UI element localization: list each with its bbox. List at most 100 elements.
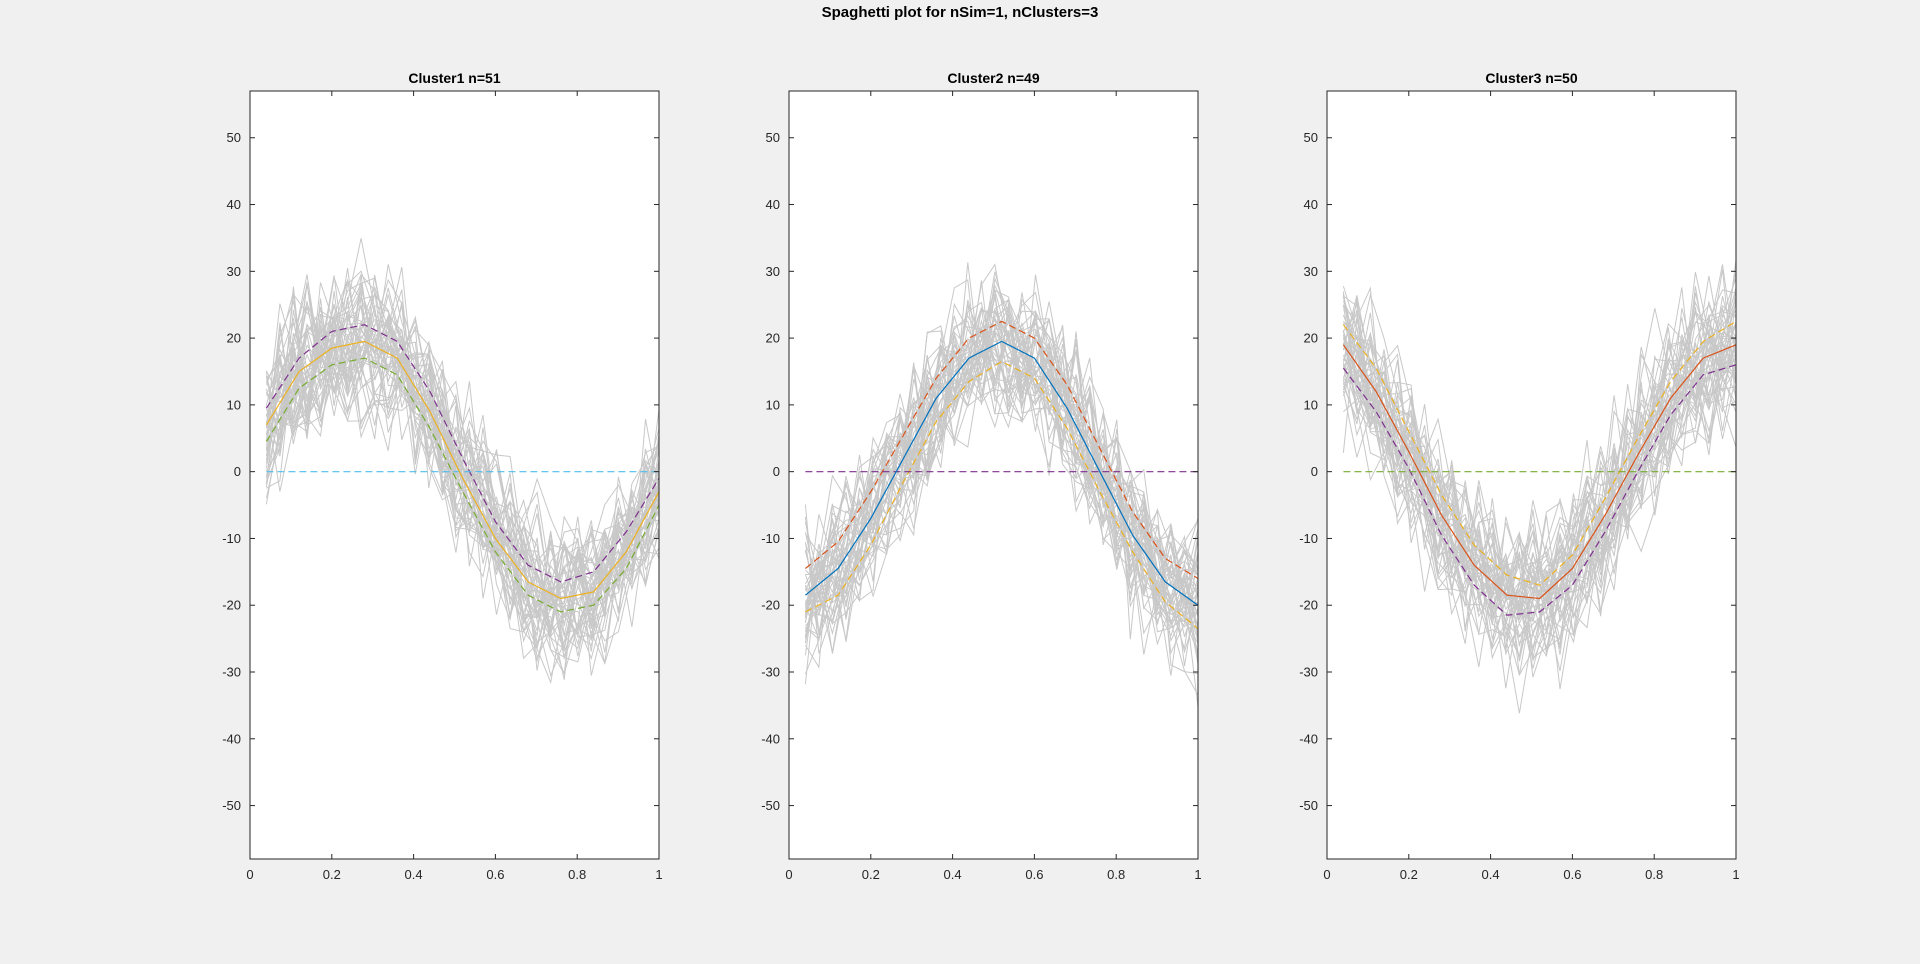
panel-2: -50 -40 -30 -20 -10 0 10 20 30 40 50 0 0.2 0.4 0.6 0.8 1…: [761, 70, 1201, 882]
x-tick-label: 0.6: [1563, 867, 1581, 882]
band-line: [805, 360, 1198, 630]
x-tick-label: 0.8: [1645, 867, 1663, 882]
trajectory-line: [265, 309, 659, 676]
y-tick-label: -50: [1299, 798, 1318, 813]
y-tick-label: 50: [227, 130, 241, 145]
panel-1: -50 -40 -30 -20 -10 0 10 20 30 40 50 0 0.2 0.4 0.6 0.8 1…: [222, 70, 662, 882]
y-tick-label: 40: [766, 197, 780, 212]
y-tick-label: -40: [761, 731, 780, 746]
x-tick-label: 1: [1732, 867, 1739, 882]
trajectory-line: [1342, 318, 1736, 662]
trajectory-line: [805, 284, 1198, 665]
trajectory-line: [1343, 295, 1736, 649]
y-tick-label: -50: [761, 798, 780, 813]
x-tick-label: 0.2: [862, 867, 880, 882]
x-tick-label: 0.4: [1482, 867, 1500, 882]
trajectory-line: [265, 322, 659, 660]
y-tick-label: 30: [766, 264, 780, 279]
trajectory-line: [265, 329, 659, 633]
trajectory-line: [804, 321, 1198, 655]
y-tick-label: -20: [761, 598, 780, 613]
x-tick-label: 1: [655, 867, 662, 882]
y-tick-label: 20: [227, 331, 241, 346]
trajectory-line: [265, 282, 659, 663]
trajectory-line: [804, 303, 1198, 696]
band-line: [805, 320, 1198, 580]
trajectory-line: [804, 291, 1198, 654]
mean-line: [1342, 344, 1736, 600]
panel-3: -50 -40 -30 -20 -10 0 10 20 30 40 50 0 0.2 0.4 0.6 0.8 1…: [1299, 70, 1739, 882]
panel-title: Cluster2 n=49: [947, 70, 1039, 86]
y-tick-label: 0: [773, 464, 780, 479]
x-tick-label: 0.4: [944, 867, 962, 882]
x-tick-label: 0.4: [405, 867, 423, 882]
panel-title: Cluster1 n=51: [408, 70, 500, 86]
trajectory-line: [804, 294, 1198, 626]
x-tick-label: 0.6: [486, 867, 504, 882]
x-tick-label: 0.2: [1400, 867, 1418, 882]
y-tick-label: 50: [1304, 130, 1318, 145]
y-tick-label: 40: [227, 197, 241, 212]
axes-background: [1327, 91, 1736, 859]
trajectory-line: [1342, 275, 1736, 597]
y-tick-label: 30: [227, 264, 241, 279]
trajectory-line: [804, 316, 1198, 685]
trajectory-line: [804, 310, 1198, 638]
axes-background: [789, 91, 1198, 859]
plot-area: [804, 262, 1198, 707]
y-tick-label: 10: [766, 397, 780, 412]
trajectory-line: [265, 303, 659, 603]
x-tick-label: 0.8: [568, 867, 586, 882]
trajectory-line: [804, 326, 1198, 707]
figure-title: Spaghetti plot for nSim=1, nClusters=3: [822, 4, 1099, 21]
trajectory-line: [1343, 335, 1736, 714]
y-tick-label: 30: [1304, 264, 1318, 279]
trajectory-line: [804, 320, 1198, 654]
y-tick-label: -10: [1299, 531, 1318, 546]
trajectory-line: [804, 339, 1198, 675]
plot-area: [1342, 259, 1736, 714]
x-tick-label: 0: [785, 867, 792, 882]
y-tick-label: -10: [761, 531, 780, 546]
trajectory-line: [1342, 285, 1736, 637]
y-tick-label: -40: [1299, 731, 1318, 746]
y-tick-label: -10: [222, 531, 241, 546]
band-line: [265, 324, 659, 583]
y-tick-label: -20: [222, 598, 241, 613]
trajectory-line: [1342, 297, 1736, 656]
trajectory-line: [1342, 286, 1736, 655]
x-tick-label: 0: [246, 867, 253, 882]
y-tick-label: 50: [766, 130, 780, 145]
y-tick-label: 10: [227, 397, 241, 412]
trajectory-line: [265, 306, 659, 638]
trajectory-line: [1342, 301, 1736, 600]
y-tick-label: -30: [761, 665, 780, 680]
band-line: [265, 357, 659, 613]
band-line: [1342, 364, 1736, 616]
y-tick-label: 0: [234, 464, 241, 479]
trajectory-line: [265, 286, 659, 633]
trajectory-group: [265, 238, 659, 685]
x-tick-label: 1: [1194, 867, 1201, 882]
mean-line: [805, 340, 1198, 606]
trajectory-line: [1342, 294, 1736, 676]
y-tick-label: -50: [222, 798, 241, 813]
y-tick-label: 20: [766, 331, 780, 346]
y-tick-label: 20: [1304, 331, 1318, 346]
axes-box: [249, 90, 660, 860]
y-tick-label: 0: [1311, 464, 1318, 479]
axes-box: [788, 90, 1199, 860]
y-tick-label: 40: [1304, 197, 1318, 212]
band-line: [1342, 320, 1736, 586]
axes-box: [1326, 90, 1737, 860]
panel-title: Cluster3 n=50: [1485, 70, 1577, 86]
y-tick-label: -30: [222, 665, 241, 680]
trajectory-line: [266, 280, 659, 617]
trajectory-line: [804, 279, 1198, 576]
y-tick-label: 10: [1304, 397, 1318, 412]
y-tick-label: -40: [222, 731, 241, 746]
plot-area: [265, 238, 659, 685]
y-tick-label: -30: [1299, 665, 1318, 680]
trajectory-line: [265, 305, 659, 661]
